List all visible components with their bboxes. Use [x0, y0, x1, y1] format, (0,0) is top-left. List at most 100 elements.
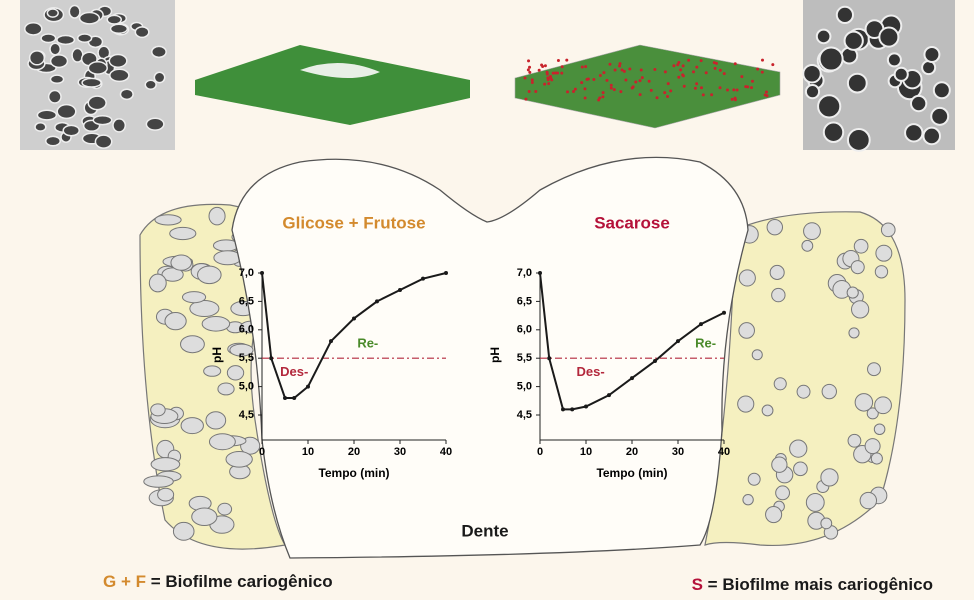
stain — [619, 90, 623, 94]
annotation: Des- — [577, 364, 605, 379]
x-tick-label: 10 — [302, 446, 314, 458]
stain — [733, 62, 737, 66]
y-tick-label: 4,5 — [239, 409, 254, 421]
y-tick-label: 6,0 — [239, 324, 254, 336]
bacterium — [761, 404, 774, 417]
bacterium — [225, 451, 253, 468]
point — [607, 393, 611, 398]
bacterium — [169, 226, 197, 241]
bacterium — [170, 254, 193, 271]
stain — [681, 64, 685, 68]
bacterium — [164, 312, 187, 331]
stain — [672, 64, 676, 68]
y-axis-label: pH — [488, 347, 502, 363]
cell — [843, 30, 864, 51]
cell — [92, 114, 113, 126]
stain — [534, 89, 538, 93]
stain — [598, 73, 602, 77]
legend-entry: G + F = Biofilme cariogênico — [103, 572, 333, 591]
y-tick-label: 7,0 — [517, 267, 532, 279]
cell — [112, 118, 127, 133]
stain — [676, 63, 680, 67]
stain — [618, 64, 622, 68]
stain — [750, 79, 754, 83]
bacterium — [805, 493, 825, 512]
y-tick-label: 5,5 — [239, 352, 254, 364]
stain — [580, 81, 584, 85]
bacterium — [875, 244, 893, 262]
bacterium — [821, 383, 837, 400]
stain — [730, 97, 734, 101]
cell — [56, 34, 76, 46]
stain — [549, 76, 553, 80]
stain — [580, 65, 584, 69]
cell — [28, 50, 46, 66]
bacterium — [789, 439, 808, 458]
point — [584, 404, 588, 409]
cell — [108, 53, 128, 68]
bacterium — [864, 438, 881, 455]
x-tick-label: 30 — [672, 446, 684, 458]
stain — [749, 86, 753, 90]
stain — [560, 65, 564, 69]
bacterium — [742, 494, 754, 506]
stain — [699, 59, 703, 63]
y-tick-label: 6,0 — [517, 324, 532, 336]
stain — [655, 96, 659, 100]
cell — [106, 14, 123, 25]
stain — [677, 75, 681, 79]
cell — [49, 74, 65, 85]
point — [630, 376, 634, 381]
stain — [744, 85, 748, 89]
stain — [526, 68, 530, 72]
cell — [49, 54, 69, 69]
stain — [547, 82, 551, 86]
stain — [693, 86, 697, 90]
bacterium — [854, 393, 874, 412]
stain — [639, 68, 643, 72]
stain — [634, 80, 638, 84]
stain — [537, 68, 541, 72]
cell — [804, 84, 821, 100]
stain — [677, 61, 681, 65]
bacterium — [765, 506, 783, 524]
cell — [932, 81, 951, 100]
cell — [134, 26, 150, 39]
stain — [666, 95, 670, 99]
cell — [815, 28, 832, 45]
bacterium — [197, 265, 222, 285]
cell — [930, 106, 950, 126]
stain — [732, 88, 736, 92]
bacterium — [801, 239, 814, 252]
point — [699, 322, 703, 327]
stain — [713, 66, 717, 70]
stain — [545, 72, 549, 76]
bacterium — [208, 206, 226, 226]
point — [676, 339, 680, 344]
annotation: Re- — [357, 335, 378, 350]
stain — [624, 78, 628, 82]
stain — [601, 91, 605, 95]
bacterium — [226, 365, 245, 381]
stain — [653, 68, 657, 72]
stain — [764, 90, 768, 94]
y-tick-label: 6,5 — [239, 295, 254, 307]
x-tick-label: 0 — [537, 446, 543, 458]
stain — [740, 75, 744, 79]
x-tick-label: 10 — [580, 446, 592, 458]
cell — [94, 134, 113, 149]
point — [329, 339, 333, 344]
stain — [527, 59, 531, 63]
cell — [56, 103, 77, 120]
y-tick-label: 5,0 — [517, 381, 532, 393]
legend-entry: S = Biofilme mais cariogênico — [692, 575, 933, 594]
bacterium — [738, 269, 756, 287]
stain — [669, 89, 673, 93]
cell — [34, 121, 47, 132]
stain — [612, 88, 616, 92]
biofilm-gap — [300, 62, 380, 79]
point — [561, 407, 565, 412]
stain — [556, 59, 560, 63]
stain — [692, 70, 696, 74]
